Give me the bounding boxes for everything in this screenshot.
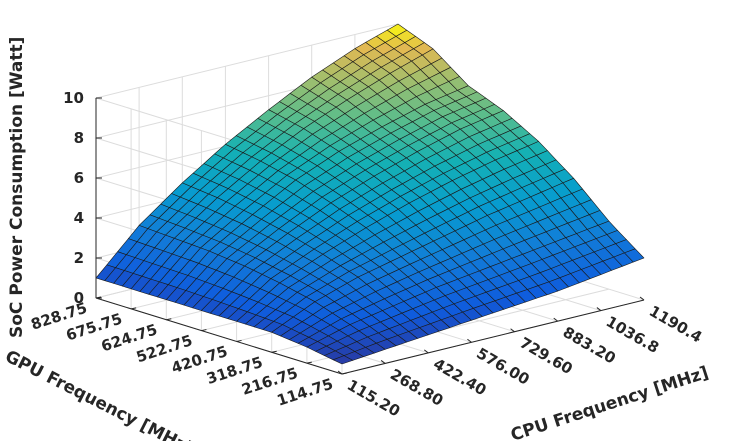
y-tick-mark [166,318,172,321]
y-tick-mark [236,339,242,342]
x-tick-mark [337,370,343,375]
y-tick-mark [95,296,102,299]
z-tick-label: 8 [74,129,84,147]
x-tick-mark [467,338,472,343]
x-axis-line [341,299,645,375]
x-tick-mark [510,328,515,333]
x-axis-label: CPU Frequency [MHz] [508,363,711,441]
z-tick-label: 10 [63,89,84,107]
y-tick-mark [201,329,207,332]
x-tick-mark [596,307,602,311]
y-tick-mark [306,361,312,364]
y-tick-mark [271,350,277,353]
x-tick-mark [423,349,429,354]
surface-patch [332,355,354,365]
z-tick-label: 2 [74,249,84,267]
x-tick-mark [639,296,645,301]
x-tick-mark [553,317,559,322]
z-tick-label: 4 [74,209,84,227]
y-axis-line [95,297,343,375]
axis-layer [95,97,645,375]
y-tick-mark [131,307,137,310]
z-tick-label: 0 [74,289,84,307]
z-axis-label: SoC Power Consumption [Watt] [7,37,27,338]
y-tick-mark [341,372,348,375]
z-tick-label: 6 [74,169,84,187]
y-axis-label: GPU Frequency [MHz] [2,347,197,441]
x-tick-mark [380,360,386,364]
surface-layer [95,23,645,365]
